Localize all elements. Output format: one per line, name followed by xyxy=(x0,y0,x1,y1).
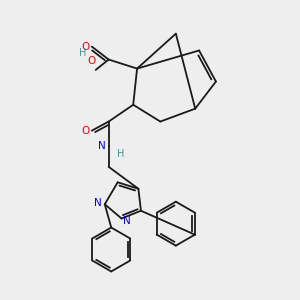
Text: O: O xyxy=(88,56,96,66)
Text: O: O xyxy=(81,126,89,136)
Text: N: N xyxy=(98,141,106,151)
Text: H: H xyxy=(117,149,124,159)
Text: O: O xyxy=(81,42,89,52)
Text: N: N xyxy=(123,216,130,226)
Text: N: N xyxy=(94,198,102,208)
Text: H: H xyxy=(79,48,86,58)
